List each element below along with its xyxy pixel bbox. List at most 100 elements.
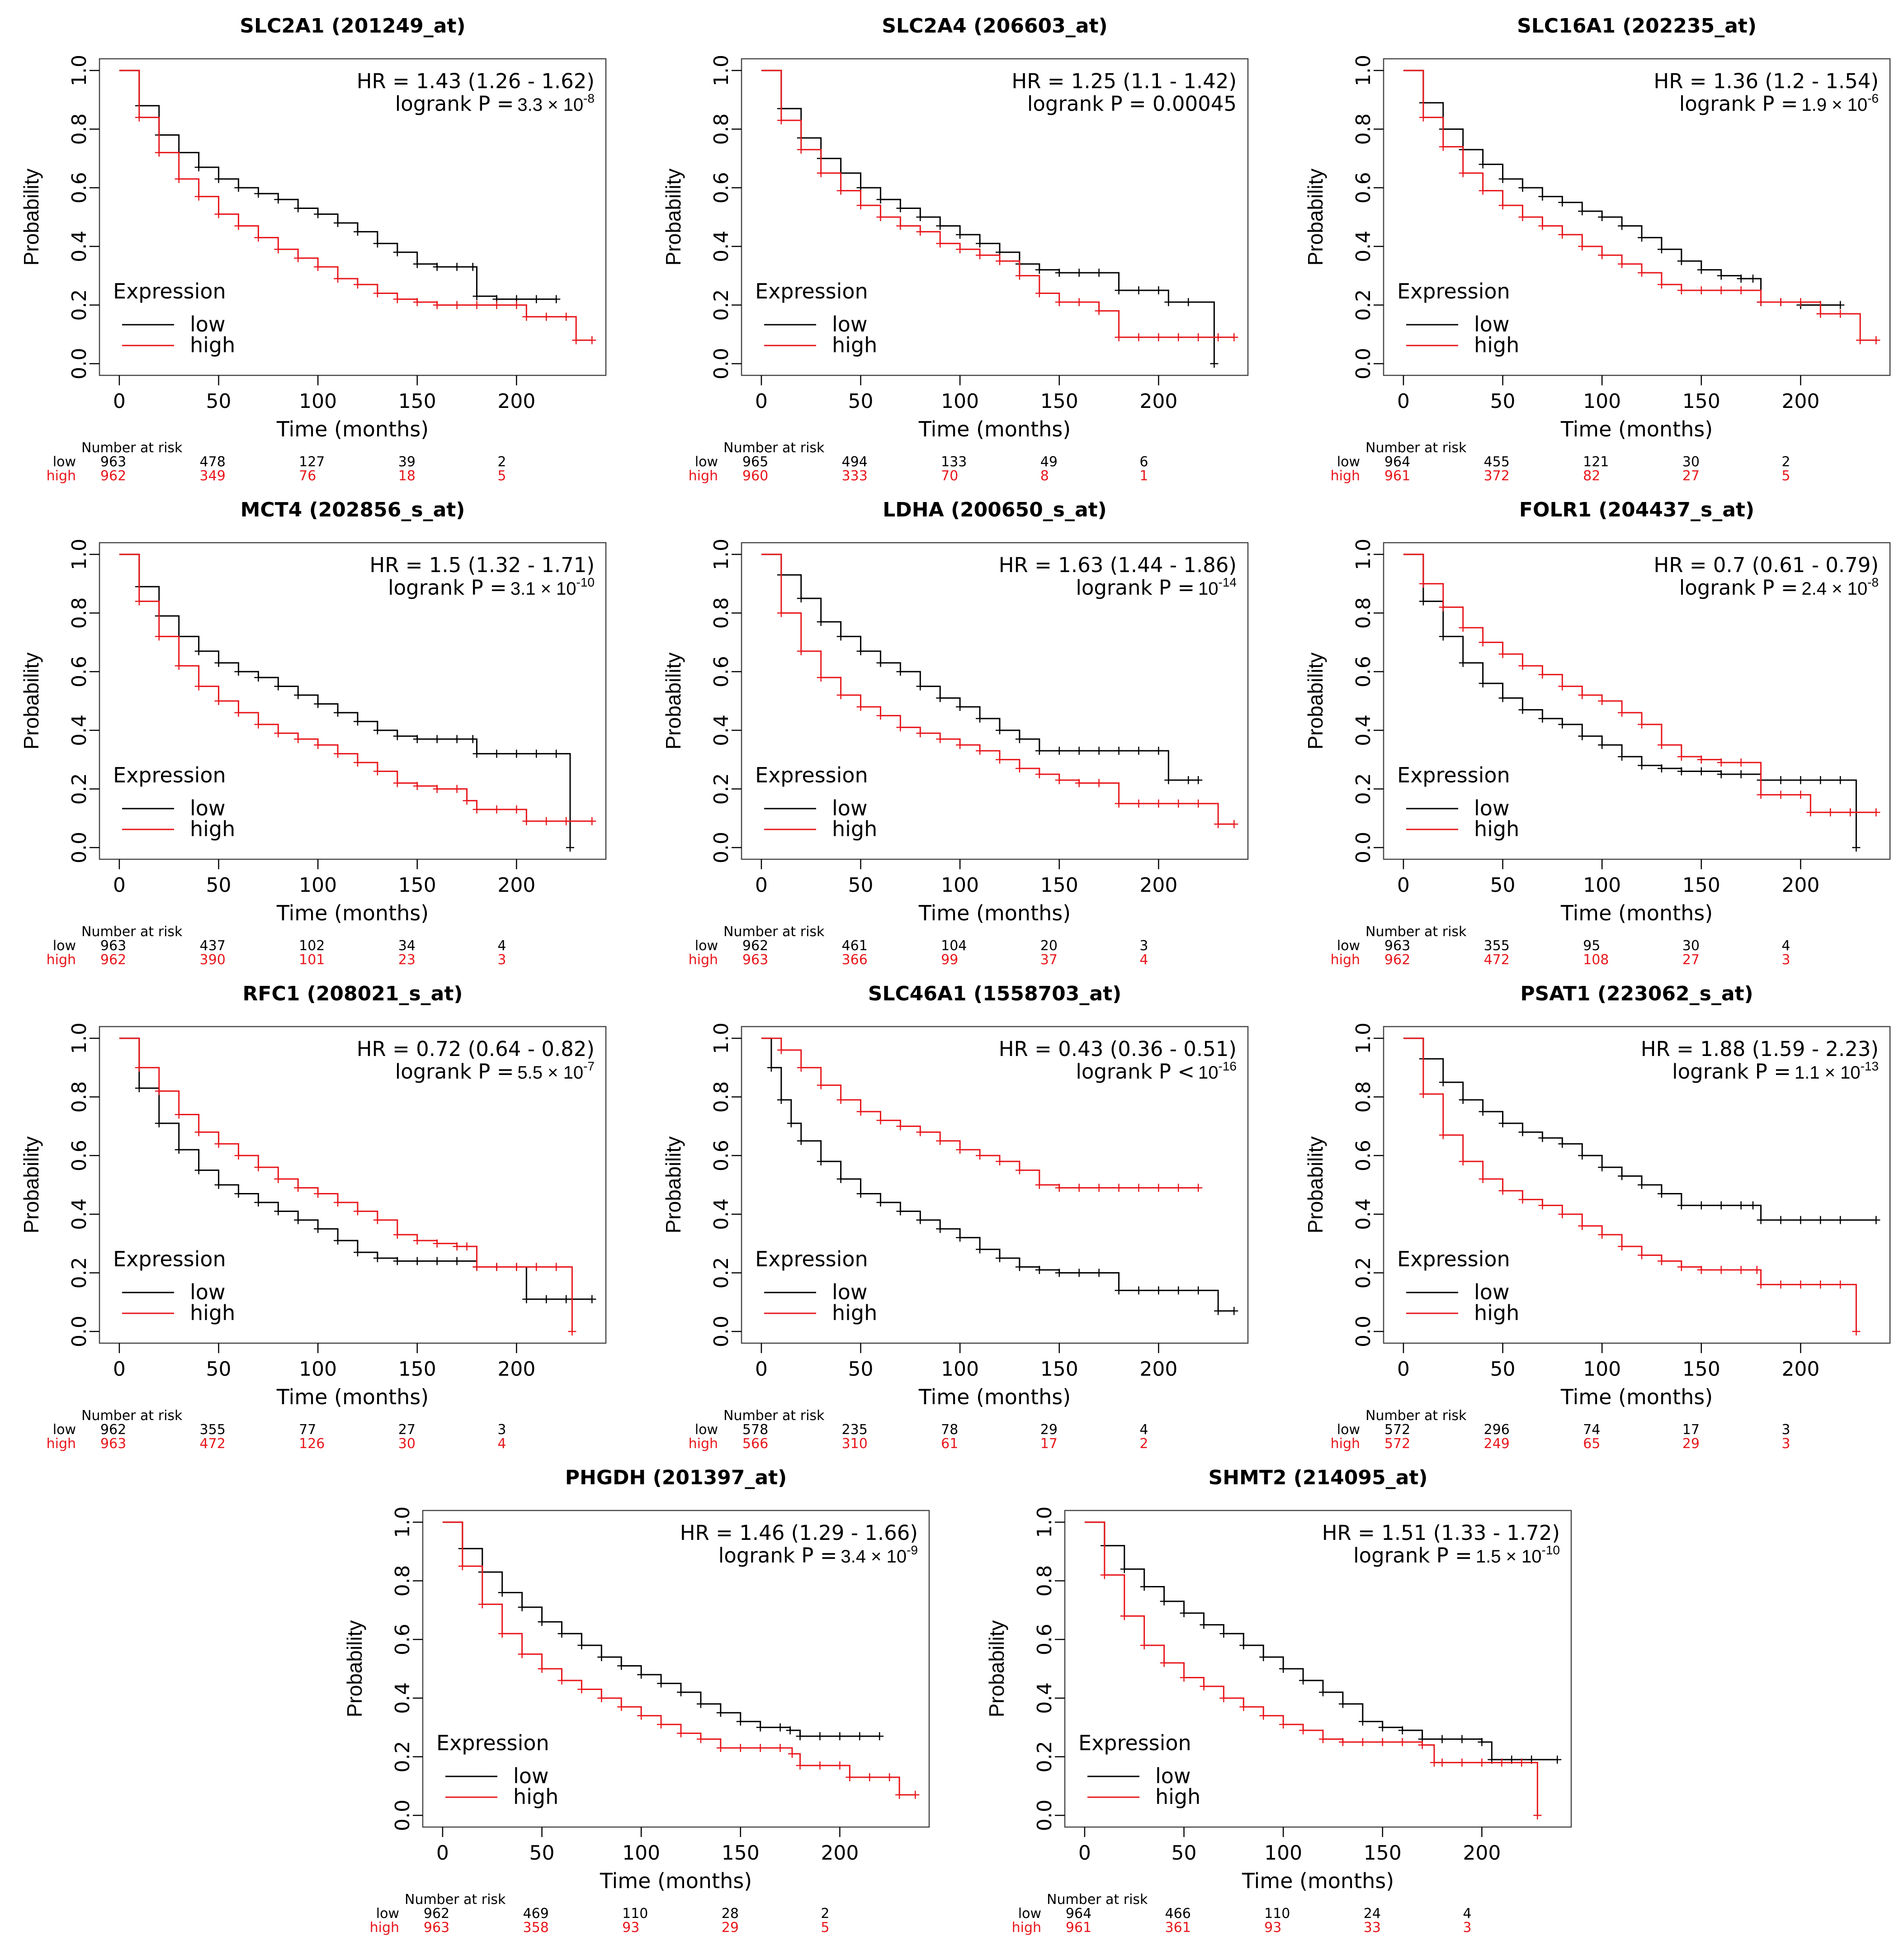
- risk-low-count: 4: [1139, 1422, 1148, 1438]
- low-censor-mark: [696, 1700, 705, 1708]
- high-censor-mark: [1259, 1711, 1268, 1720]
- low-censor-mark: [1134, 1286, 1143, 1295]
- low-censor-mark: [1598, 213, 1606, 221]
- low-censor-mark: [194, 163, 203, 171]
- y-axis-label: Probability: [661, 1136, 685, 1234]
- risk-high-count: 30: [398, 1436, 416, 1452]
- high-censor-mark: [1439, 142, 1447, 151]
- low-censor-mark: [294, 1216, 302, 1224]
- legend-low-label: low: [190, 1280, 226, 1304]
- low-censor-mark: [294, 691, 302, 700]
- risk-high-count: 361: [1165, 1920, 1191, 1936]
- risk-high-count: 4: [497, 1436, 506, 1452]
- km-panel: PHGDH (201397_at) 0.0 0.2 0.4 0.6 0.8 1.0 Proba…: [343, 1466, 930, 1936]
- low-censor-mark: [472, 749, 481, 758]
- high-censor-mark: [1035, 770, 1044, 779]
- risk-high-label: high: [1012, 1920, 1041, 1936]
- y-tick-label: 0.4: [1352, 231, 1375, 262]
- y-tick-label: 1.0: [391, 1506, 414, 1538]
- high-censor-mark: [1776, 1280, 1785, 1289]
- high-censor-mark: [836, 186, 845, 195]
- low-censor-mark: [1558, 198, 1567, 207]
- legend-title: Expression: [755, 1247, 868, 1271]
- high-censor-mark: [433, 785, 441, 793]
- high-censor-mark: [532, 1263, 541, 1271]
- hazard-ratio: HR = 1.63 (1.44 - 1.86): [999, 553, 1237, 577]
- y-tick-label: 1.0: [68, 1023, 91, 1054]
- number-at-risk-heading: Number at risk: [1365, 440, 1467, 456]
- low-censor-mark: [433, 1257, 441, 1265]
- x-tick-label: 100: [1583, 1358, 1621, 1381]
- y-tick-label: 0.2: [710, 773, 733, 805]
- low-censor-mark: [1479, 1107, 1487, 1116]
- risk-low-count: 437: [200, 938, 226, 954]
- legend-low-label: low: [1474, 796, 1510, 820]
- low-censor-mark: [433, 263, 441, 271]
- logrank-p-value: 1.9 × 10: [1801, 95, 1867, 115]
- low-censor-mark: [314, 700, 322, 708]
- low-censor-mark: [468, 263, 477, 271]
- low-censor-mark: [334, 1236, 342, 1245]
- low-censor-mark: [1358, 1717, 1367, 1726]
- low-censor-mark: [393, 248, 402, 256]
- high-censor-mark: [135, 597, 143, 606]
- low-censor-mark: [1154, 286, 1163, 295]
- high-censor-mark: [1458, 1758, 1466, 1767]
- high-censor-mark: [393, 295, 402, 303]
- low-censor-mark: [896, 204, 905, 213]
- x-tick-label: 200: [497, 1358, 535, 1381]
- y-tick-label: 0.6: [1352, 172, 1375, 204]
- x-tick-label: 150: [1040, 390, 1078, 413]
- risk-low-count: 4: [1781, 938, 1790, 954]
- high-censor-mark: [1598, 1231, 1606, 1239]
- logrank-p: logrank P <10-16: [1076, 1059, 1237, 1084]
- high-censor-mark: [1538, 222, 1547, 230]
- risk-high-count: 108: [1583, 952, 1609, 968]
- high-censor-mark: [314, 263, 322, 271]
- risk-high-count: 962: [1384, 952, 1410, 968]
- low-censor-mark: [1174, 1286, 1183, 1295]
- low-censor-mark: [637, 1670, 646, 1679]
- high-censor-mark: [676, 1729, 685, 1738]
- number-at-risk-heading: Number at risk: [1365, 924, 1467, 940]
- risk-low-count: 102: [299, 938, 325, 954]
- hazard-ratio: HR = 1.46 (1.29 - 1.66): [680, 1521, 918, 1545]
- risk-high-count: 472: [200, 1436, 226, 1452]
- high-censor-mark: [1657, 280, 1666, 289]
- high-censor-mark: [373, 1216, 382, 1224]
- x-tick-label: 0: [436, 1842, 449, 1865]
- low-censor-mark: [1657, 764, 1666, 773]
- x-tick-label: 200: [1781, 1358, 1819, 1381]
- y-axis-label: Probability: [1304, 1136, 1327, 1234]
- low-censor-mark: [274, 195, 283, 204]
- y-tick-label: 0.8: [1352, 114, 1375, 145]
- risk-low-label: low: [695, 1422, 718, 1438]
- high-censor-mark: [175, 1110, 183, 1119]
- y-axis-label: Probability: [19, 169, 43, 266]
- risk-low-count: 962: [742, 938, 768, 954]
- low-censor-mark: [562, 1295, 571, 1303]
- risk-high-count: 93: [1264, 1920, 1281, 1936]
- x-tick-label: 150: [398, 874, 436, 897]
- high-censor-mark: [956, 1146, 964, 1154]
- risk-low-count: 17: [1682, 1422, 1700, 1438]
- risk-low-count: 963: [1384, 938, 1410, 954]
- high-censor-mark: [1194, 799, 1203, 808]
- low-censor-mark: [194, 1166, 203, 1174]
- high-censor-mark: [1115, 799, 1123, 808]
- risk-high-count: 37: [1040, 952, 1058, 968]
- logrank-p-label: logrank P =: [1679, 92, 1798, 116]
- low-censor-mark: [1498, 1119, 1507, 1127]
- high-curve: [119, 1037, 573, 1332]
- logrank-p-value: 3.4 × 10: [841, 1547, 907, 1567]
- logrank-p-exponent: -7: [583, 1059, 595, 1073]
- high-censor-mark: [1430, 1758, 1438, 1767]
- risk-low-count: 74: [1583, 1422, 1600, 1438]
- panel-title: SLC2A1 (201249_at): [240, 14, 465, 38]
- risk-low-label: low: [1337, 938, 1360, 954]
- y-tick-label: 0.2: [68, 773, 91, 805]
- low-censor-mark: [875, 1732, 884, 1741]
- low-censor-mark: [234, 1189, 243, 1198]
- high-censor-mark: [234, 1151, 243, 1160]
- low-censor-mark: [413, 1257, 421, 1265]
